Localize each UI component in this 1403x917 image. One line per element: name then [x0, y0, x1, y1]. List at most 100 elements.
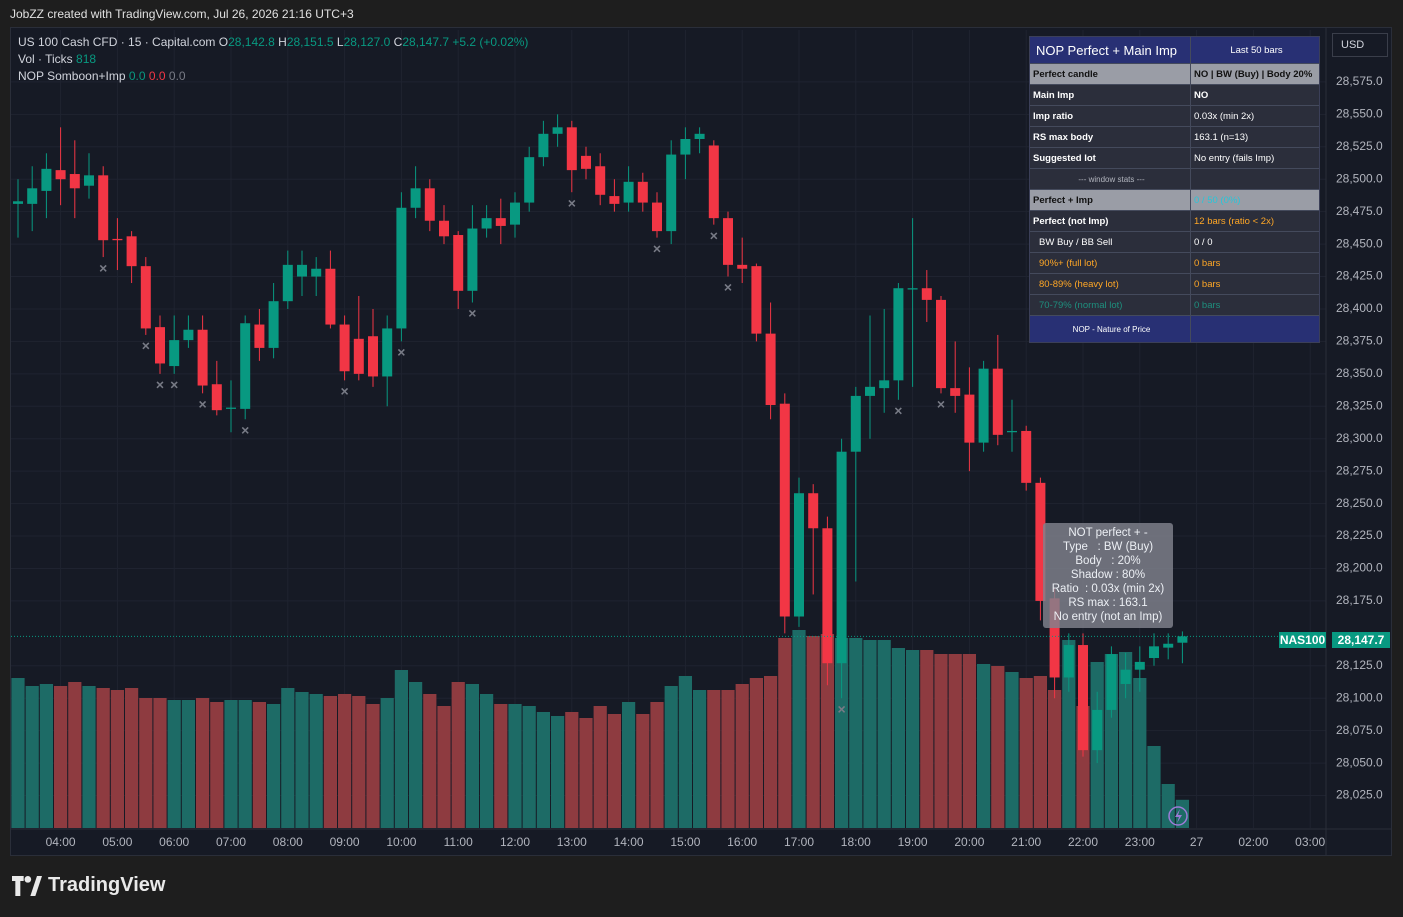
vol-value: 818: [76, 52, 97, 66]
candle-body: [155, 327, 165, 364]
signal-marker: ×: [937, 396, 945, 412]
volume-bar: [82, 686, 96, 828]
candle-body: [936, 299, 946, 389]
legend-indicator-row: NOP Somboon+Imp 0.0 0.0 0.0: [18, 69, 186, 83]
x-tick-label: 08:00: [273, 835, 303, 849]
tooltip-line: Ratio : 0.03x (min 2x): [1051, 583, 1165, 595]
x-tick-label: 18:00: [841, 835, 871, 849]
signal-marker: ×: [653, 240, 661, 256]
y-tick-label: 28,425.0: [1336, 269, 1383, 283]
c-value: 28,147.7: [402, 35, 450, 49]
volume-bar: [323, 696, 337, 828]
volume-bar: [480, 694, 494, 828]
candle-body: [183, 329, 194, 341]
y-tick-label: 28,325.0: [1336, 398, 1383, 412]
volume-bar: [295, 692, 309, 828]
panel-value: 0 bars: [1194, 278, 1221, 290]
x-tick-label: 23:00: [1125, 835, 1155, 849]
signal-marker: ×: [710, 227, 718, 243]
currency-button[interactable]: USD: [1332, 33, 1388, 57]
volume-bar: [991, 666, 1005, 828]
candle-body: [353, 338, 364, 374]
panel-row: Main Imp NO: [1030, 84, 1319, 105]
candle-body: [694, 133, 705, 139]
ind-value: 0.0: [148, 69, 166, 83]
candle-body: [765, 333, 776, 405]
x-tick-label: 27: [1190, 835, 1204, 849]
volume-bar: [465, 684, 479, 828]
candle-body: [1049, 598, 1060, 678]
panel-value: No entry (fails Imp): [1194, 152, 1275, 164]
signal-marker: ×: [724, 279, 732, 295]
replay-icon-bolt: [1175, 809, 1182, 823]
candle-body: [921, 288, 932, 300]
h-label: H: [278, 35, 287, 49]
l-value: 28,127.0: [343, 35, 391, 49]
candle-body: [1007, 430, 1017, 433]
candle-body: [609, 196, 620, 204]
y-tick-label: 28,475.0: [1336, 204, 1383, 218]
volume-bar: [252, 702, 266, 828]
volume-bar: [551, 716, 565, 828]
candle-body: [708, 145, 719, 219]
y-tick-label: 28,125.0: [1336, 658, 1383, 672]
candle-body: [297, 264, 307, 277]
candle-body: [595, 166, 606, 195]
symbol[interactable]: US 100 Cash CFD · 15 · Capital.com: [18, 35, 216, 49]
candle-body: [268, 301, 279, 348]
volume-bar: [863, 640, 877, 828]
volume-bar: [352, 696, 366, 828]
x-tick-label: 17:00: [784, 835, 814, 849]
x-tick-label: 07:00: [216, 835, 246, 849]
y-tick-label: 28,300.0: [1336, 431, 1383, 445]
panel-section: --- window stats ---: [1030, 169, 1191, 189]
candle-body: [368, 336, 378, 377]
volume-bar: [210, 702, 224, 828]
y-tick-label: 28,225.0: [1336, 528, 1383, 542]
candle-body: [282, 264, 293, 302]
candle-body: [893, 288, 904, 381]
panel-row: Imp ratio 0.03x (min 2x): [1030, 105, 1319, 126]
candle-body: [197, 329, 208, 386]
vol-name[interactable]: Vol · Ticks: [18, 52, 73, 66]
candle-body: [396, 207, 407, 329]
volume-bar: [934, 654, 948, 828]
candle-body: [822, 528, 833, 664]
panel-row: RS max body 163.1 (n=13): [1030, 126, 1319, 147]
h-value: 28,151.5: [286, 35, 334, 49]
panel-key: 90%+ (full lot): [1030, 253, 1191, 273]
volume-bar: [735, 684, 749, 828]
volume-bar: [877, 640, 891, 828]
volume-bar: [1048, 690, 1062, 828]
y-tick-label: 28,075.0: [1336, 723, 1383, 737]
l-label: L: [336, 35, 344, 49]
volume-bar: [96, 688, 110, 828]
panel-row: Suggested lot No entry (fails Imp): [1030, 147, 1319, 168]
brand[interactable]: TradingView: [12, 874, 165, 897]
x-tick-label: 14:00: [614, 835, 644, 849]
change: +5.2 (+0.02%): [452, 35, 529, 49]
candle-body: [55, 170, 66, 180]
panel-key: Main Imp: [1030, 85, 1191, 105]
volume-bar: [622, 702, 636, 828]
volume-bar: [792, 630, 806, 828]
volume-bar: [565, 712, 579, 828]
volume-bar: [849, 638, 863, 828]
x-tick-label: 21:00: [1011, 835, 1041, 849]
tooltip-line: NOT perfect + -: [1068, 527, 1148, 539]
panel-value: 0 / 0: [1194, 236, 1213, 248]
indicator-name[interactable]: NOP Somboon+Imp: [18, 69, 126, 83]
x-tick-label: 19:00: [898, 835, 928, 849]
panel-row: Perfect (not Imp) 12 bars (ratio < 2x): [1030, 210, 1319, 231]
price-tag: 28,147.7: [1332, 632, 1390, 648]
volume-bar: [1119, 652, 1133, 828]
panel-value: 0 / 50 (0%): [1194, 194, 1241, 206]
panel-row: Perfect + Imp 0 / 50 (0%): [1030, 189, 1319, 210]
volume-bar: [1133, 678, 1147, 828]
volume-bar: [508, 704, 522, 828]
volume-bar: [380, 698, 394, 828]
legend-volume-row: Vol · Ticks 818: [18, 52, 96, 66]
signal-marker: ×: [894, 403, 902, 419]
volume-bar: [536, 712, 550, 828]
volume-bar: [181, 700, 195, 828]
